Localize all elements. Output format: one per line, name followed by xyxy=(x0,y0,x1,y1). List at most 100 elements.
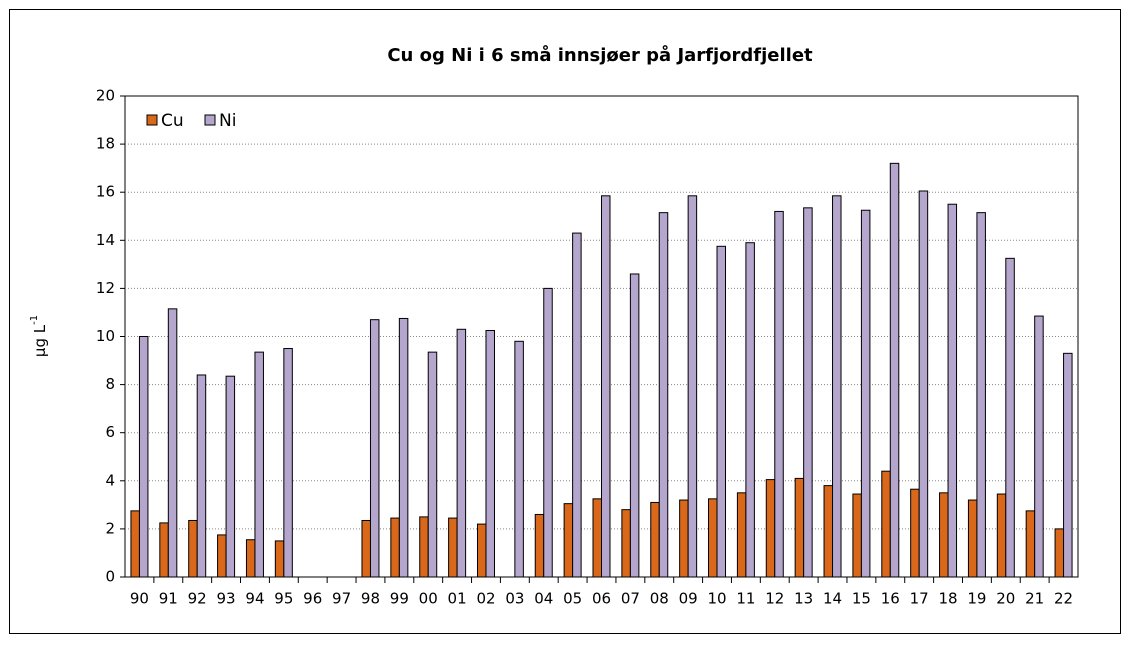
x-tick-label: 98 xyxy=(361,590,380,608)
bar xyxy=(514,340,524,578)
bar xyxy=(485,329,495,578)
bar xyxy=(283,348,293,578)
bar xyxy=(823,485,834,578)
bar xyxy=(679,499,689,578)
bar xyxy=(716,245,727,578)
bar xyxy=(1063,352,1073,578)
bar xyxy=(708,498,718,578)
bar xyxy=(427,351,438,578)
x-tick-label: 17 xyxy=(910,590,929,608)
bar xyxy=(361,519,371,578)
x-tick-label: 06 xyxy=(592,590,611,608)
bar xyxy=(245,539,256,578)
x-tick-label: 97 xyxy=(332,590,351,608)
x-tick-label: 12 xyxy=(765,590,784,608)
x-tick-label: 00 xyxy=(419,590,438,608)
y-tick-label: 20 xyxy=(96,87,115,105)
bar xyxy=(1005,257,1015,578)
y-tick-label: 8 xyxy=(105,375,115,393)
bar xyxy=(1054,528,1065,578)
x-tick-label: 93 xyxy=(217,590,236,608)
y-tick-label: 16 xyxy=(96,183,115,201)
x-tick-label: 07 xyxy=(621,590,640,608)
y-axis-label: µg L-1 xyxy=(29,315,49,357)
bar xyxy=(274,540,285,578)
y-label-main: µg L xyxy=(31,324,49,357)
chart-title: Cu og Ni i 6 små innsjøer på Jarfjordfje… xyxy=(387,44,813,66)
x-tick-label: 14 xyxy=(823,590,842,608)
bar xyxy=(658,212,669,578)
x-tick-label: 03 xyxy=(505,590,524,608)
y-label-sup: -1 xyxy=(29,315,40,325)
x-tick-label: 20 xyxy=(996,590,1015,608)
bar xyxy=(225,375,236,578)
bar xyxy=(543,287,553,578)
bar xyxy=(196,374,207,578)
bar xyxy=(592,498,602,578)
bar xyxy=(217,534,227,578)
bar xyxy=(687,195,698,578)
x-tick-label: 21 xyxy=(1025,590,1044,608)
x-tick-label: 96 xyxy=(303,590,322,608)
bar xyxy=(159,522,169,578)
x-tick-label: 94 xyxy=(245,590,264,608)
bar xyxy=(910,488,920,578)
bar xyxy=(621,509,631,578)
x-tick-label: 05 xyxy=(563,590,582,608)
bar xyxy=(448,517,458,578)
y-tick-label: 14 xyxy=(96,231,115,249)
bar xyxy=(650,501,660,578)
bar xyxy=(918,190,929,578)
legend-label: Cu xyxy=(161,111,184,131)
x-tick-label: 01 xyxy=(448,590,467,608)
bar xyxy=(939,492,949,578)
bar xyxy=(629,273,640,578)
x-tick-label: 15 xyxy=(852,590,871,608)
bar xyxy=(456,328,467,578)
x-tick-label: 11 xyxy=(736,590,755,608)
x-tick-label: 22 xyxy=(1054,590,1073,608)
bar xyxy=(188,519,198,578)
bar xyxy=(860,209,871,578)
x-tick-label: 09 xyxy=(679,590,698,608)
bar xyxy=(476,523,487,578)
bar xyxy=(369,319,380,578)
bar xyxy=(1034,315,1044,578)
y-tick-label: 18 xyxy=(96,135,115,153)
x-tick-label: 18 xyxy=(938,590,957,608)
bar xyxy=(996,493,1007,578)
y-tick-label: 10 xyxy=(96,327,115,345)
bar xyxy=(167,308,178,578)
y-tick-label: 12 xyxy=(96,279,115,297)
bar xyxy=(601,195,611,578)
x-tick-label: 10 xyxy=(707,590,726,608)
bar xyxy=(254,351,264,578)
x-tick-label: 16 xyxy=(881,590,900,608)
x-tick-label: 92 xyxy=(188,590,207,608)
y-tick-label: 2 xyxy=(105,519,115,537)
bar xyxy=(881,470,891,578)
bar xyxy=(1025,510,1036,578)
x-tick-label: 91 xyxy=(159,590,178,608)
bar xyxy=(889,162,900,578)
bar xyxy=(803,207,813,578)
bar xyxy=(852,493,862,578)
x-tick-label: 08 xyxy=(650,590,669,608)
bar xyxy=(563,503,574,578)
bar xyxy=(138,336,149,578)
bar xyxy=(832,195,842,578)
x-tick-label: 99 xyxy=(390,590,409,608)
bar xyxy=(794,477,805,578)
legend-label: Ni xyxy=(219,111,236,131)
bar xyxy=(774,210,784,578)
bar xyxy=(976,212,986,578)
x-tick-label: 95 xyxy=(274,590,293,608)
bar xyxy=(534,513,545,578)
bar xyxy=(398,317,409,578)
x-tick-label: 19 xyxy=(967,590,986,608)
x-tick-label: 04 xyxy=(534,590,553,608)
bar xyxy=(745,242,755,578)
legend-swatch xyxy=(146,114,158,126)
bar xyxy=(390,517,400,578)
